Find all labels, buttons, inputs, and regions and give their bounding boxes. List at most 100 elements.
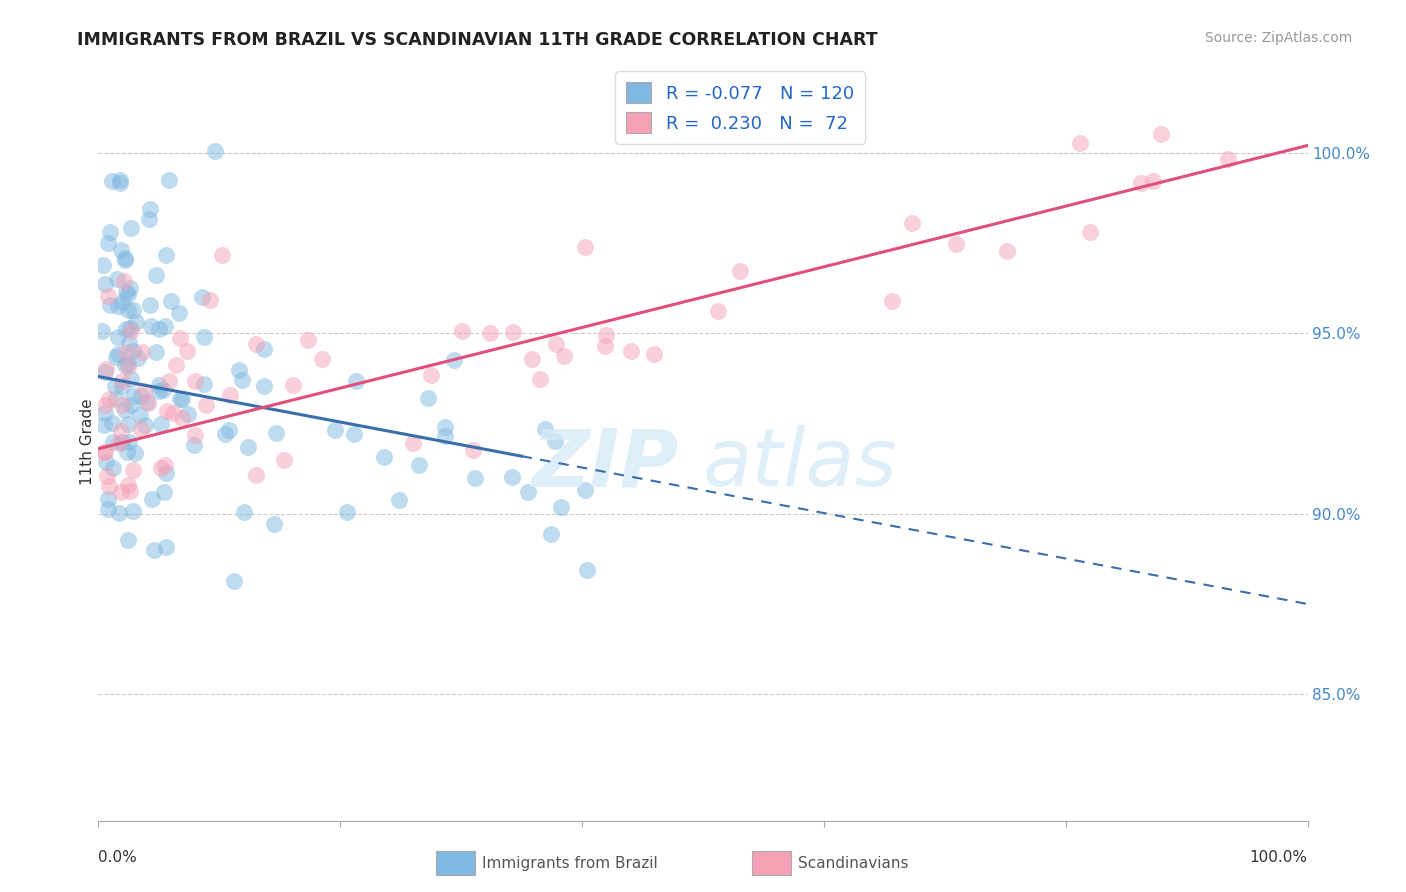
Point — [107, 507, 129, 521]
Point — [94, 277, 117, 292]
Point — [124, 446, 146, 460]
Point — [264, 425, 287, 440]
Point — [434, 429, 457, 443]
Point — [121, 463, 143, 477]
Point — [155, 248, 177, 262]
Point — [97, 236, 120, 251]
Point — [94, 444, 117, 458]
Point — [138, 212, 160, 227]
Point — [118, 434, 141, 449]
Point — [479, 326, 502, 340]
Point — [214, 426, 236, 441]
Point — [540, 527, 562, 541]
Point — [232, 505, 254, 519]
Point — [105, 350, 128, 364]
Point — [1078, 225, 1101, 239]
Point — [117, 417, 139, 431]
Point — [111, 294, 134, 309]
Point — [297, 333, 319, 347]
Point — [323, 423, 346, 437]
Point — [93, 417, 115, 432]
Point — [136, 395, 159, 409]
Point — [111, 435, 134, 450]
Point — [420, 368, 443, 382]
Point — [160, 293, 183, 308]
Point — [593, 339, 616, 353]
Point — [111, 379, 134, 393]
Point — [184, 428, 207, 442]
Point — [96, 361, 118, 376]
Point — [91, 324, 114, 338]
Point — [136, 396, 159, 410]
Point — [464, 471, 486, 485]
Text: atlas: atlas — [703, 425, 898, 503]
Point — [139, 318, 162, 333]
Point — [194, 398, 217, 412]
Point — [544, 434, 567, 449]
Point — [153, 318, 176, 333]
Point — [114, 253, 136, 268]
Point — [120, 398, 142, 412]
Point — [620, 343, 643, 358]
Point — [273, 452, 295, 467]
Point — [155, 466, 177, 480]
Point — [118, 335, 141, 350]
Point — [91, 258, 114, 272]
Point — [1150, 127, 1173, 141]
Point — [107, 347, 129, 361]
Point — [451, 324, 474, 338]
Point — [502, 325, 524, 339]
Point — [108, 176, 131, 190]
Point — [193, 330, 215, 344]
Text: Scandinavians: Scandinavians — [799, 855, 908, 871]
Point — [101, 435, 124, 450]
Point — [157, 173, 180, 187]
Point — [522, 351, 544, 366]
Point — [336, 505, 359, 519]
Point — [110, 243, 132, 257]
Point — [114, 358, 136, 372]
Point — [198, 293, 221, 307]
Point — [149, 417, 172, 431]
Point — [104, 392, 127, 406]
Point — [253, 379, 276, 393]
Point — [134, 417, 156, 432]
Point — [153, 458, 176, 472]
Point — [177, 407, 200, 421]
Point — [120, 281, 142, 295]
Point — [574, 239, 596, 253]
Point — [402, 436, 425, 450]
Point — [117, 478, 139, 492]
Point — [534, 422, 557, 436]
Point — [152, 383, 174, 397]
Point — [228, 363, 250, 377]
Point — [115, 285, 138, 299]
Point — [122, 343, 145, 358]
Point — [132, 384, 155, 398]
Point — [129, 421, 152, 435]
Point — [115, 445, 138, 459]
Point — [103, 461, 125, 475]
Point — [100, 174, 122, 188]
Point — [373, 450, 395, 465]
Point — [94, 455, 117, 469]
Point — [945, 237, 967, 252]
Point — [118, 321, 141, 335]
Point — [110, 374, 132, 388]
Point — [252, 342, 274, 356]
Point — [121, 372, 143, 386]
Text: Source: ZipAtlas.com: Source: ZipAtlas.com — [1205, 31, 1353, 45]
Point — [117, 360, 139, 375]
Point — [148, 322, 170, 336]
Point — [105, 272, 128, 286]
Point — [245, 467, 267, 482]
Point — [98, 225, 121, 239]
Point — [245, 337, 267, 351]
Point — [98, 479, 121, 493]
Point — [129, 408, 152, 422]
Point — [157, 374, 180, 388]
Point — [1142, 174, 1164, 188]
Point — [517, 485, 540, 500]
Point — [117, 357, 139, 371]
Point — [281, 377, 304, 392]
